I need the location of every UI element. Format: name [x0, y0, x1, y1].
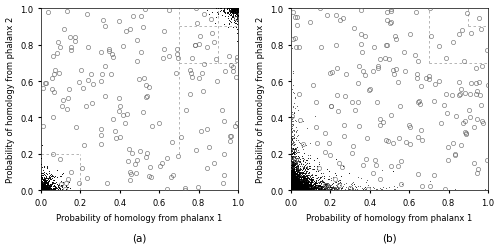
- X-axis label: Probability of homology from phalanx 1: Probability of homology from phalanx 1: [306, 213, 472, 222]
- Title: (a): (a): [132, 233, 146, 242]
- Y-axis label: Probability of homology from phalanx 2: Probability of homology from phalanx 2: [256, 17, 264, 183]
- Y-axis label: Probability of homology from phalanx 2: Probability of homology from phalanx 2: [6, 17, 15, 183]
- X-axis label: Probability of homology from phalanx 1: Probability of homology from phalanx 1: [56, 213, 222, 222]
- Title: (b): (b): [382, 233, 397, 242]
